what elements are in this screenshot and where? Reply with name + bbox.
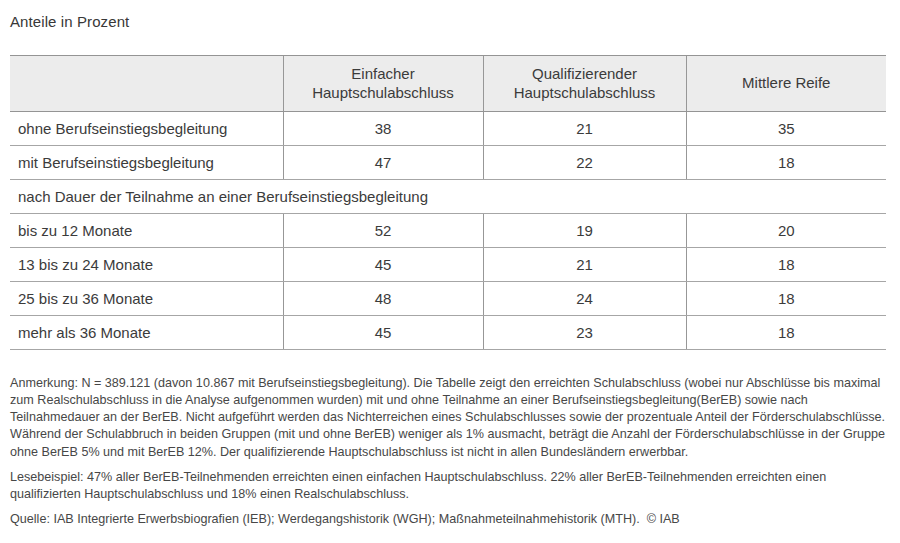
cell-value: 20 <box>686 214 886 248</box>
cell-value: 52 <box>283 214 483 248</box>
table-row: mit Berufseinstiegsbegleitung 47 22 18 <box>10 146 886 180</box>
cell-value: 22 <box>483 146 686 180</box>
row-label: mehr als 36 Monate <box>10 316 283 350</box>
table-row: 13 bis zu 24 Monate 45 21 18 <box>10 248 886 282</box>
row-label: bis zu 12 Monate <box>10 214 283 248</box>
cell-value: 35 <box>686 112 886 146</box>
header-cell-empty <box>10 56 283 112</box>
cell-value: 21 <box>483 112 686 146</box>
row-label: mit Berufseinstiegsbegleitung <box>10 146 283 180</box>
table-row: 25 bis zu 36 Monate 48 24 18 <box>10 282 886 316</box>
cell-value: 48 <box>283 282 483 316</box>
cell-value: 18 <box>686 316 886 350</box>
header-cell-einfacher-hauptschulabschluss: Einfacher Hauptschulabschluss <box>283 56 483 112</box>
cell-value: 45 <box>283 248 483 282</box>
table-row: bis zu 12 Monate 52 19 20 <box>10 214 886 248</box>
cell-value: 45 <box>283 316 483 350</box>
cell-value: 23 <box>483 316 686 350</box>
row-label: 25 bis zu 36 Monate <box>10 282 283 316</box>
figure-container: Anteile in Prozent Einfacher Hauptschula… <box>0 0 900 528</box>
table-row: mehr als 36 Monate 45 23 18 <box>10 316 886 350</box>
results-table: Einfacher Hauptschulabschluss Qualifizie… <box>10 55 886 350</box>
table-row: ohne Berufseinstiegsbegleitung 38 21 35 <box>10 112 886 146</box>
cell-value: 18 <box>686 248 886 282</box>
note-anmerkung: Anmerkung: N = 389.121 (davon 10.867 mit… <box>10 375 892 461</box>
row-label: 13 bis zu 24 Monate <box>10 248 283 282</box>
table-section-row: nach Dauer der Teilnahme an einer Berufs… <box>10 180 886 214</box>
table-header: Einfacher Hauptschulabschluss Qualifizie… <box>10 56 886 112</box>
header-cell-mittlere-reife: Mittlere Reife <box>686 56 886 112</box>
cell-value: 38 <box>283 112 483 146</box>
cell-value: 19 <box>483 214 686 248</box>
header-cell-qualifizierender-hauptschulabschluss: Qualifizierender Hauptschulabschluss <box>483 56 686 112</box>
table-body: ohne Berufseinstiegsbegleitung 38 21 35 … <box>10 112 886 350</box>
note-quelle: Quelle: IAB Integrierte Erwerbsbiografie… <box>10 511 892 528</box>
figure-title: Anteile in Prozent <box>10 13 890 30</box>
cell-value: 47 <box>283 146 483 180</box>
table-header-row: Einfacher Hauptschulabschluss Qualifizie… <box>10 56 886 112</box>
cell-value: 18 <box>686 282 886 316</box>
cell-value: 24 <box>483 282 686 316</box>
row-label: ohne Berufseinstiegsbegleitung <box>10 112 283 146</box>
cell-value: 21 <box>483 248 686 282</box>
footnotes: Anmerkung: N = 389.121 (davon 10.867 mit… <box>10 375 892 528</box>
cell-value: 18 <box>686 146 886 180</box>
section-header-label: nach Dauer der Teilnahme an einer Berufs… <box>10 180 886 214</box>
note-lesebeispiel: Lesebeispiel: 47% aller BerEB-Teilnehmen… <box>10 469 892 503</box>
